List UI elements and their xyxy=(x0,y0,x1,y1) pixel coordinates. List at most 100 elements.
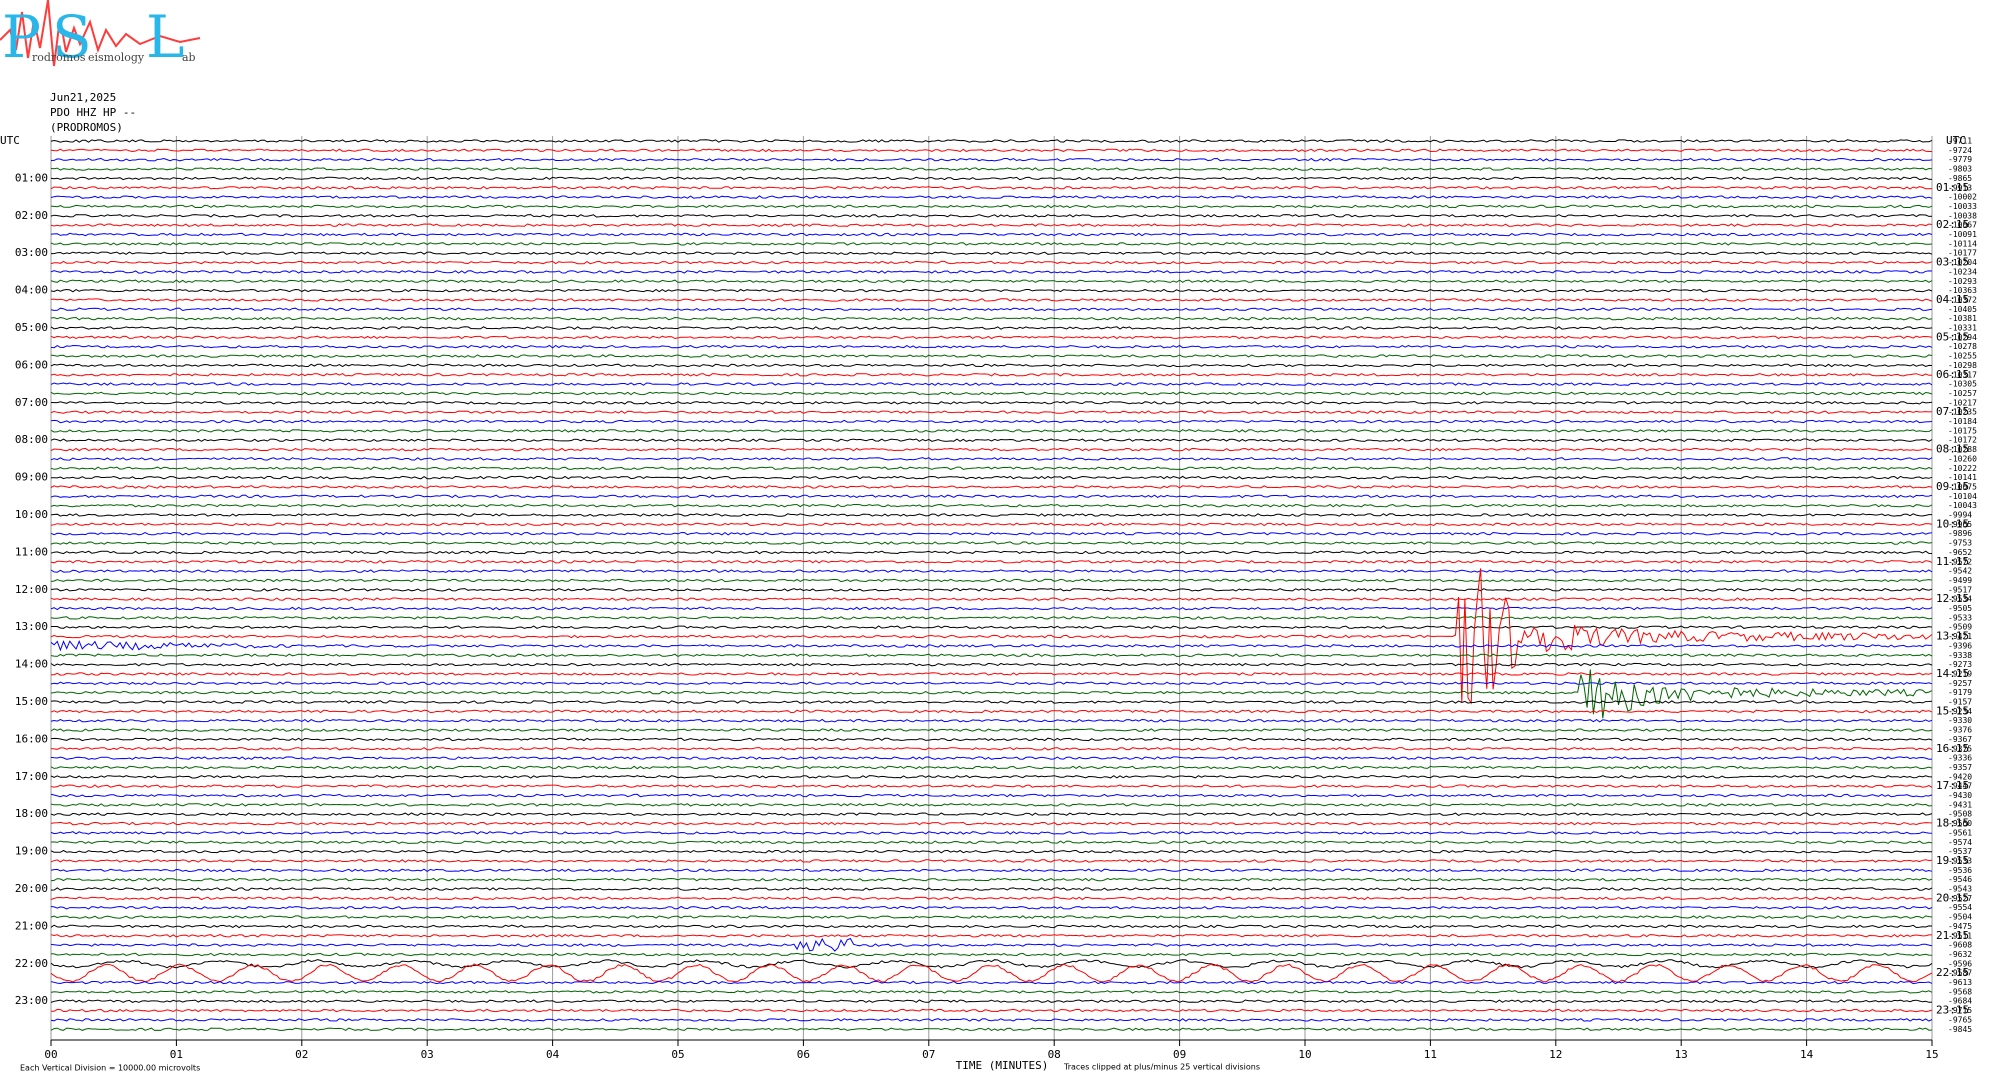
row-value: -9511 xyxy=(1948,931,1972,940)
trace xyxy=(50,354,1933,358)
trace xyxy=(50,952,1933,957)
trace xyxy=(50,775,1933,779)
left-time-label: 20:00 xyxy=(15,882,48,895)
trace xyxy=(50,438,1933,442)
left-time-label: 07:00 xyxy=(15,396,48,409)
trace xyxy=(50,457,1933,461)
trace xyxy=(50,503,1933,508)
right-title: UTC xyxy=(1946,134,1966,147)
trace xyxy=(50,447,1933,452)
left-time-label: 22:00 xyxy=(15,957,48,970)
trace xyxy=(50,1018,1933,1022)
row-value: -9537 xyxy=(1948,847,1972,856)
x-tick-label: 09 xyxy=(1173,1048,1186,1061)
trace xyxy=(50,896,1932,901)
right-time-label: 23:15 xyxy=(1936,1004,1969,1017)
trace xyxy=(50,185,1933,190)
trace xyxy=(50,148,1932,153)
row-value: -9913 xyxy=(1948,183,1972,192)
trace xyxy=(50,270,1933,274)
trace xyxy=(50,176,1933,181)
trace xyxy=(50,494,1933,499)
row-value: -9447 xyxy=(1948,782,1972,791)
row-value: -9753 xyxy=(1948,539,1972,548)
trace xyxy=(50,232,1933,237)
trace xyxy=(50,204,1933,209)
row-value: -9560 xyxy=(1948,819,1972,828)
trace xyxy=(50,812,1933,816)
row-value: -10033 xyxy=(1948,202,1977,211)
trace xyxy=(50,559,1933,564)
logo-letter: L xyxy=(146,3,185,71)
x-tick-label: 08 xyxy=(1048,1048,1061,1061)
row-value: -10002 xyxy=(1948,193,1977,202)
row-value: -9561 xyxy=(1948,828,1972,837)
right-time-label: 14:15 xyxy=(1936,667,1969,680)
left-time-label: 14:00 xyxy=(15,658,48,671)
trace xyxy=(50,606,1933,611)
trace xyxy=(50,793,1933,798)
left-time-label: 11:00 xyxy=(15,545,48,558)
trace xyxy=(50,335,1933,340)
trace xyxy=(50,569,1933,573)
row-value: -10038 xyxy=(1948,211,1977,220)
logo-word: ab xyxy=(182,51,196,64)
trace xyxy=(50,803,1933,807)
trace xyxy=(50,466,1933,470)
row-value: -10204 xyxy=(1948,258,1977,267)
row-value: -10175 xyxy=(1948,426,1977,435)
trace xyxy=(50,568,1933,705)
trace xyxy=(50,963,1933,983)
trace xyxy=(50,223,1933,227)
row-value: -9234 xyxy=(1948,707,1972,716)
left-time-label: 03:00 xyxy=(15,246,48,259)
trace xyxy=(50,821,1933,826)
trace xyxy=(50,737,1933,742)
row-value: -9336 xyxy=(1948,754,1972,763)
left-time-label: 23:00 xyxy=(15,994,48,1007)
right-time-label: 01:15 xyxy=(1936,181,1969,194)
row-value: -9536 xyxy=(1948,866,1972,875)
scale-note: Each Vertical Division = 10000.00 microv… xyxy=(20,1064,200,1073)
trace xyxy=(50,167,1933,171)
trace xyxy=(50,401,1933,405)
trace xyxy=(50,363,1933,368)
trace xyxy=(50,550,1933,555)
row-value: -9608 xyxy=(1948,941,1972,950)
right-time-label: 17:15 xyxy=(1936,779,1969,792)
x-tick-label: 07 xyxy=(922,1048,935,1061)
row-value: -10234 xyxy=(1948,267,1977,276)
left-time-label: 01:00 xyxy=(15,171,48,184)
right-time-label: 08:15 xyxy=(1936,443,1969,456)
x-tick-label: 11 xyxy=(1424,1048,1437,1061)
row-value: -10043 xyxy=(1948,501,1977,510)
row-value: -9157 xyxy=(1948,698,1972,707)
right-time-label: 06:15 xyxy=(1936,368,1969,381)
trace xyxy=(50,344,1933,349)
trace xyxy=(50,653,1933,657)
x-tick-label: 03 xyxy=(421,1048,434,1061)
trace xyxy=(50,522,1933,527)
row-value: -10177 xyxy=(1948,249,1977,258)
left-time-label: 12:00 xyxy=(15,583,48,596)
row-value: -9587 xyxy=(1948,969,1972,978)
left-time-label: 05:00 xyxy=(15,321,48,334)
row-value: -10075 xyxy=(1948,482,1977,491)
row-value: -9568 xyxy=(1948,987,1972,996)
trace xyxy=(50,784,1933,788)
trace xyxy=(50,373,1933,377)
row-value: -9257 xyxy=(1948,679,1972,688)
trace xyxy=(50,588,1933,592)
trace xyxy=(50,485,1933,489)
trace xyxy=(50,959,1933,969)
trace xyxy=(50,887,1933,891)
row-value: -10114 xyxy=(1948,239,1977,248)
row-value: -10298 xyxy=(1948,361,1977,370)
row-value: -9613 xyxy=(1948,978,1972,987)
row-value: -9533 xyxy=(1948,856,1972,865)
row-value: -10141 xyxy=(1948,473,1977,482)
trace xyxy=(50,157,1933,162)
right-time-label: 04:15 xyxy=(1936,293,1969,306)
logo: P S L rodromos eismology ab xyxy=(0,0,201,71)
